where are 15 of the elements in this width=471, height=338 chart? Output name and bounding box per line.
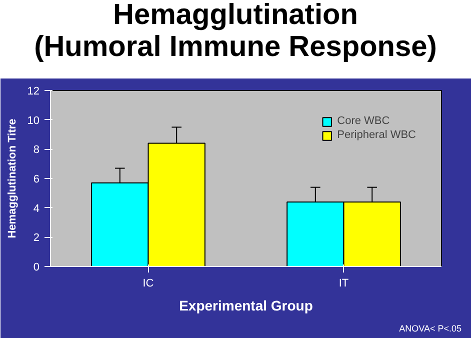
y-tick-label: 2 xyxy=(33,232,40,244)
x-tick-label: IT xyxy=(338,278,349,290)
y-tick-label: 12 xyxy=(27,86,40,98)
y-tick-label: 0 xyxy=(33,262,40,274)
text: ANOVA< P<.05 xyxy=(399,324,462,334)
legend-label: Core WBC xyxy=(337,115,390,127)
y-axis-title: Hemagglutination Titre xyxy=(6,118,18,238)
x-tick-label: IC xyxy=(142,278,154,290)
y-tick-label: 6 xyxy=(33,174,40,186)
legend-label: Peripheral WBC xyxy=(337,129,416,141)
y-tick-label: 8 xyxy=(33,144,40,156)
y-tick-label: 10 xyxy=(27,114,40,127)
y-tick-label: 4 xyxy=(33,202,40,215)
x-axis-title: Experimental Group xyxy=(179,298,313,314)
chart-title: Hemagglutination (Humoral Immune Response) xyxy=(33,0,438,64)
